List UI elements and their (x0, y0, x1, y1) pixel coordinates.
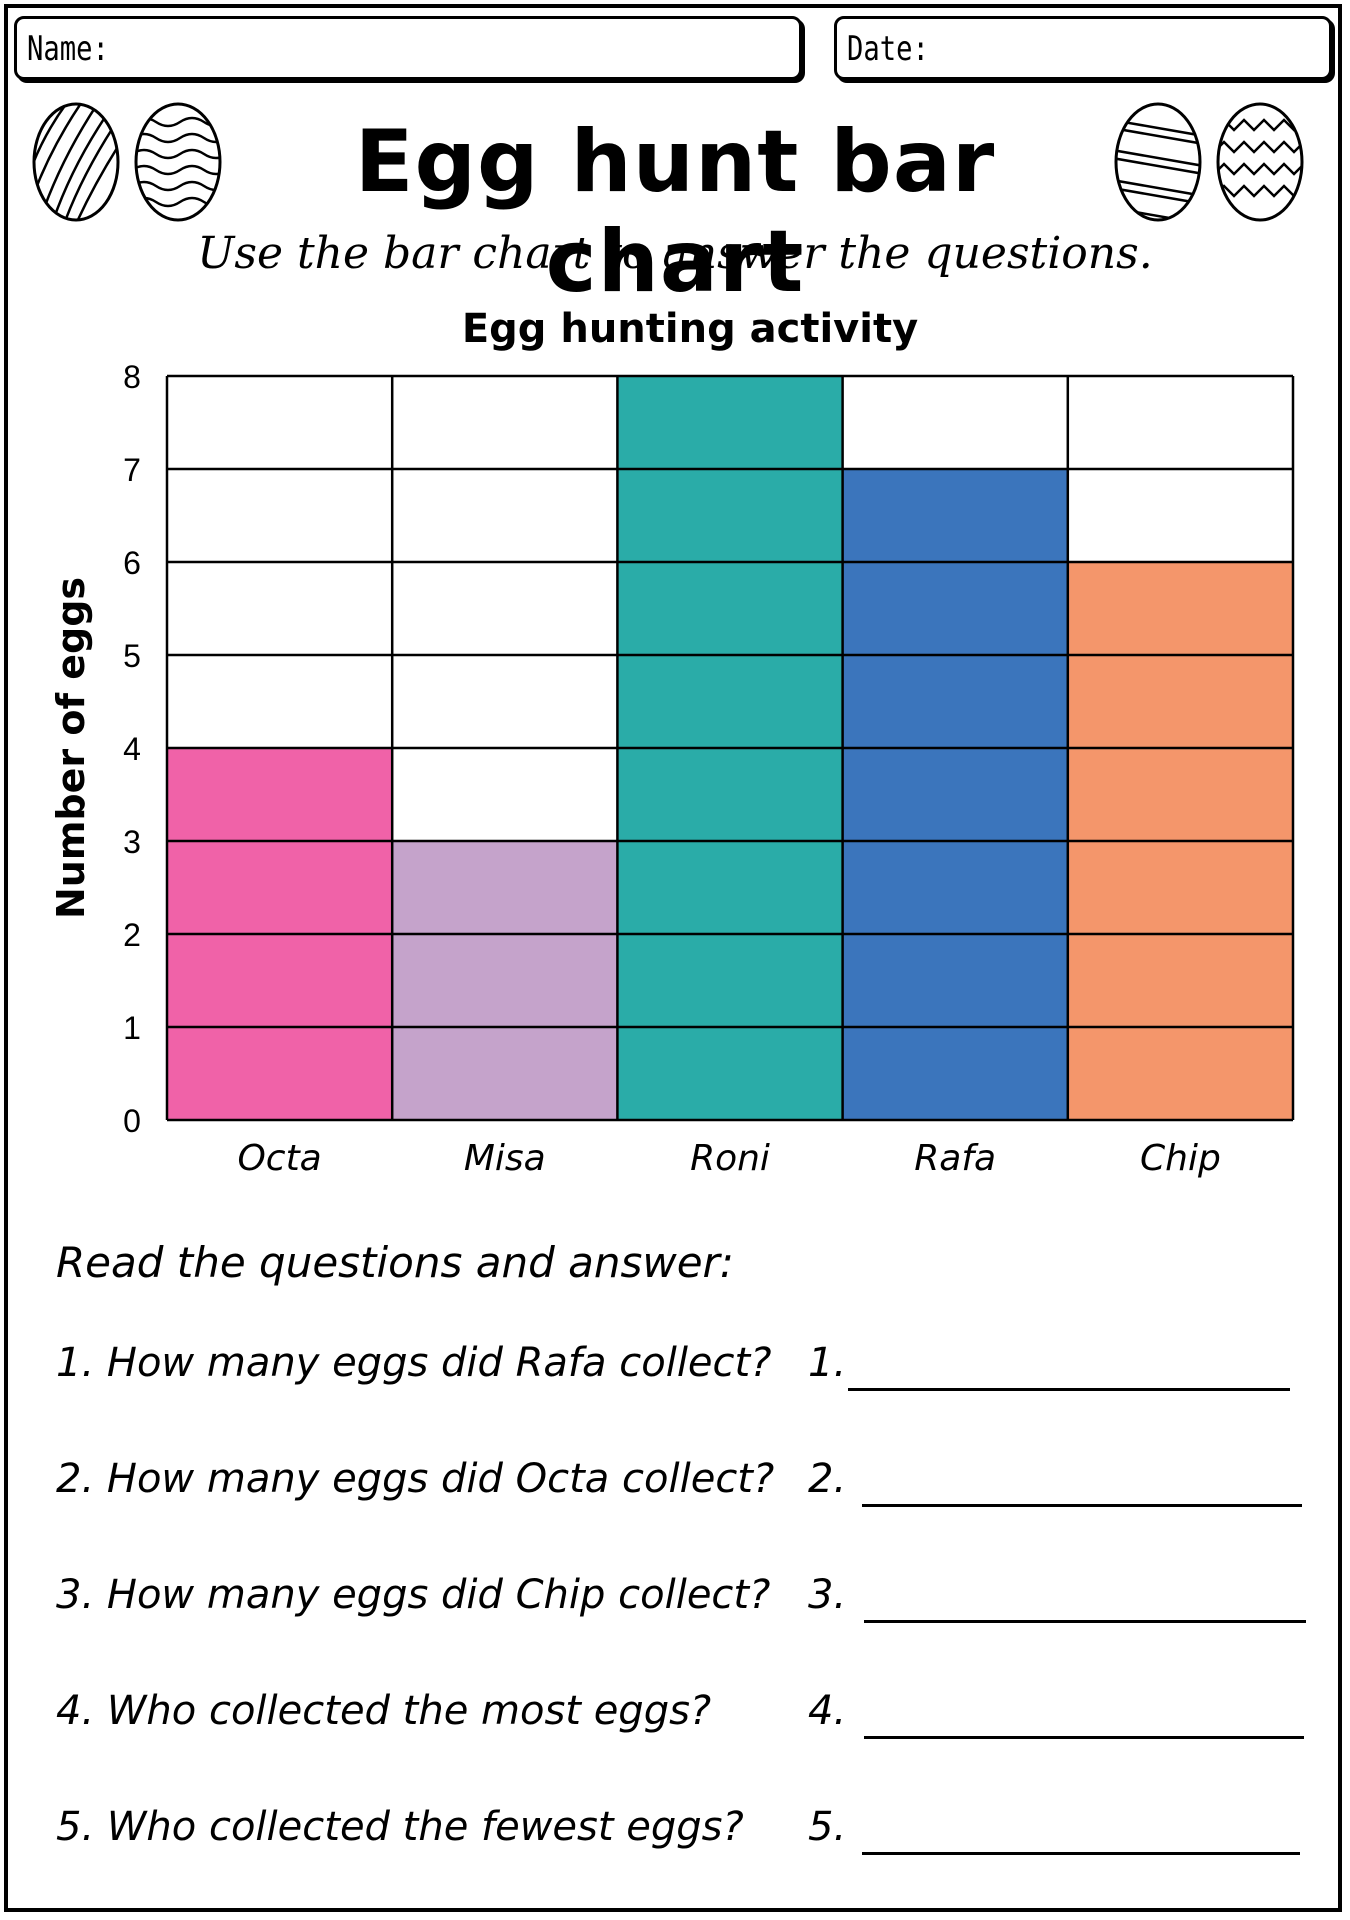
x-category-label: Misa (464, 1138, 546, 1179)
name-label: Name: (27, 29, 109, 69)
bar-rafa (842, 469, 1068, 1120)
y-tick-label: 2 (123, 917, 141, 953)
x-category-label: Octa (237, 1138, 321, 1179)
answer-line-3[interactable] (864, 1620, 1306, 1623)
x-category-label: Roni (690, 1138, 770, 1179)
answer-number-5: 5. (808, 1804, 847, 1850)
y-tick-label: 6 (123, 545, 141, 581)
y-tick-label: 5 (123, 638, 141, 674)
question-4: 4. Who collected the most eggs? (56, 1688, 712, 1734)
egg-waves-icon (134, 102, 222, 222)
date-label: Date: (847, 29, 929, 69)
y-axis-label: Number of eggs (49, 577, 93, 919)
answer-line-1[interactable] (848, 1388, 1290, 1391)
chart-title: Egg hunting activity (462, 306, 918, 352)
answer-line-2[interactable] (862, 1504, 1302, 1507)
egg-stripes-icon (32, 102, 120, 222)
y-tick-label: 0 (123, 1103, 141, 1139)
y-tick-label: 3 (123, 824, 141, 860)
page-title: Egg hunt bar chart (354, 112, 996, 312)
bar-chart: Egg hunting activity 0 1 2 3 4 5 6 7 8 Octa Misa Ron… (49, 306, 1295, 1179)
x-category-label: Rafa (914, 1138, 996, 1179)
egg-diagonal-icon (1114, 102, 1202, 222)
y-tick-label: 8 (123, 359, 141, 395)
answer-number-2: 2. (808, 1456, 847, 1502)
egg-zigzag-icon (1216, 102, 1304, 222)
question-3: 3. How many eggs did Chip collect? (56, 1572, 771, 1618)
answer-number-3: 3. (808, 1572, 847, 1618)
bar-misa (392, 841, 618, 1120)
answer-line-4[interactable] (864, 1736, 1304, 1739)
date-field[interactable]: Date: (834, 16, 1332, 80)
answer-number-1: 1. (808, 1340, 847, 1386)
y-tick-label: 7 (123, 452, 141, 488)
page-subtitle: Use the bar chart to answer the question… (197, 228, 1153, 279)
y-tick-label: 4 (123, 731, 141, 767)
name-field[interactable]: Name: (14, 16, 802, 80)
answer-line-5[interactable] (862, 1852, 1300, 1855)
x-category-label: Chip (1140, 1138, 1221, 1179)
questions-heading: Read the questions and answer: (56, 1238, 734, 1287)
answer-number-4: 4. (808, 1688, 847, 1734)
question-5: 5. Who collected the fewest eggs? (56, 1804, 744, 1850)
question-2: 2. How many eggs did Octa collect? (56, 1456, 775, 1502)
question-1: 1. How many eggs did Rafa collect? (56, 1340, 772, 1386)
page-border (4, 4, 1342, 1912)
y-tick-label: 1 (123, 1010, 141, 1046)
